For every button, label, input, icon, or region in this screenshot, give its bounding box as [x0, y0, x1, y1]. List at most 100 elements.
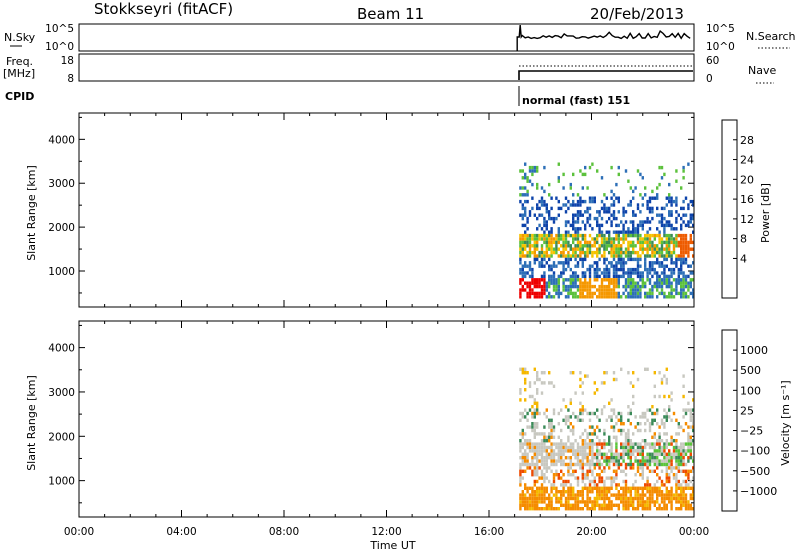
velocity-cell: [574, 415, 577, 419]
velocity-cell: [579, 507, 582, 511]
velocity-cell: [656, 422, 659, 426]
velocity-cell: [588, 469, 592, 473]
velocity-cell: [531, 473, 534, 477]
power-cell: [665, 250, 668, 255]
velocity-cell: [641, 490, 644, 494]
velocity-cell: [692, 490, 695, 494]
velocity-cell: [533, 367, 536, 371]
power-cell: [648, 196, 652, 200]
velocity-cell: [521, 442, 524, 446]
velocity-cell: [663, 449, 666, 453]
velocity-cell: [569, 486, 572, 490]
velocity-cell: [572, 503, 575, 507]
power-cell: [624, 230, 628, 234]
velocity-cell: [648, 422, 652, 426]
power-cell: [634, 281, 637, 285]
velocity-cell: [639, 422, 642, 426]
power-cell: [646, 278, 649, 282]
velocity-cell: [579, 408, 582, 412]
velocity-cell: [622, 456, 625, 460]
velocity-cell: [543, 439, 546, 443]
velocity-cell: [533, 428, 536, 433]
velocity-cell: [560, 408, 563, 412]
velocity-cell: [603, 439, 606, 443]
power-cell: [576, 254, 580, 258]
velocity-cell: [603, 496, 606, 501]
velocity-cell: [682, 428, 685, 433]
power-cell: [593, 196, 596, 200]
power-cell: [660, 213, 664, 217]
power-cell: [670, 267, 673, 272]
power-cell: [521, 237, 524, 241]
power-cell: [562, 250, 565, 255]
power-cell: [600, 237, 604, 241]
power-cell: [651, 240, 654, 245]
power-cell: [569, 223, 572, 228]
velocity-cell: [567, 415, 570, 419]
power-cell: [675, 288, 678, 292]
velocity-cell: [668, 415, 671, 419]
velocity-cell: [672, 456, 676, 460]
power-cell: [540, 264, 544, 268]
power-cell: [627, 281, 630, 285]
power-cell: [629, 271, 632, 275]
power-cell: [545, 284, 548, 289]
velocity-cell: [682, 449, 685, 453]
velocity-cell: [569, 456, 572, 460]
power-cell: [658, 254, 661, 258]
power-cell: [596, 271, 599, 275]
velocity-cell: [569, 462, 572, 467]
power-cell: [526, 281, 529, 285]
velocity-cell: [528, 493, 532, 497]
power-cell: [636, 288, 640, 292]
power-cell: [600, 281, 604, 285]
velocity-cell: [680, 503, 683, 507]
power-cell: [646, 203, 649, 207]
velocity-cell: [668, 466, 671, 470]
power-cell: [569, 254, 572, 258]
velocity-cell: [538, 507, 541, 511]
velocity-cell: [634, 496, 637, 501]
velocity-cell: [687, 449, 690, 453]
power-cell: [600, 254, 604, 258]
velocity-cell: [653, 483, 656, 487]
velocity-cell: [627, 486, 630, 490]
power-cell: [593, 199, 596, 204]
power-ytick-label: 4000: [48, 134, 75, 146]
velocity-cell: [531, 493, 534, 497]
power-cell: [538, 223, 541, 228]
velocity-cell: [576, 456, 580, 460]
velocity-cell: [689, 479, 692, 484]
power-cell: [533, 284, 536, 289]
power-cell: [684, 295, 688, 299]
velocity-cell: [533, 401, 536, 405]
power-cell: [576, 230, 580, 234]
velocity-cell: [682, 415, 685, 419]
power-cell: [574, 271, 577, 275]
power-cell: [639, 240, 642, 245]
velocity-cell: [617, 462, 620, 467]
power-cell: [603, 193, 606, 197]
velocity-cell: [653, 394, 656, 399]
power-cell: [521, 213, 524, 217]
velocity-cell: [536, 452, 539, 456]
power-cell: [603, 261, 606, 265]
velocity-cell: [612, 425, 616, 429]
power-cell: [639, 233, 642, 238]
velocity-cell: [576, 459, 580, 463]
velocity-cell: [519, 466, 522, 470]
velocity-ytick-label: 1000: [48, 476, 75, 488]
velocity-cell: [670, 507, 673, 511]
power-cell: [521, 288, 524, 292]
power-cell: [548, 216, 551, 221]
velocity-colorbar-tick-label: 25: [740, 404, 754, 417]
power-cell: [610, 189, 613, 194]
velocity-cell: [653, 384, 656, 388]
power-cell: [656, 250, 659, 255]
power-cell: [538, 291, 541, 296]
power-cell: [687, 240, 690, 245]
velocity-cell: [620, 493, 623, 497]
velocity-cell: [617, 466, 620, 470]
velocity-cell: [567, 466, 570, 470]
power-cell: [680, 264, 683, 268]
